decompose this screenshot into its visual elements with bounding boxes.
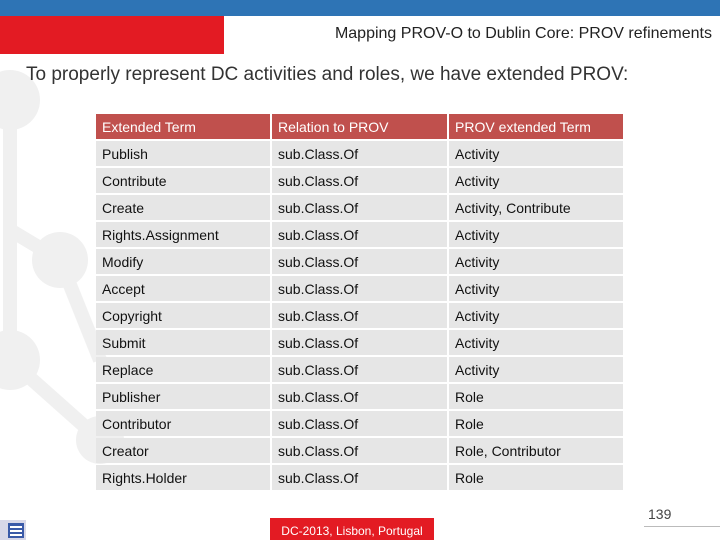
cell-prov-extended-term: Activity, Contribute [449, 195, 623, 220]
cell-relation-to-prov: sub.Class.Of [272, 222, 447, 247]
cell-relation-to-prov: sub.Class.Of [272, 330, 447, 355]
cell-extended-term: Contribute [96, 168, 270, 193]
table-header-row: Extended Term Relation to PROV PROV exte… [96, 114, 623, 139]
table-row: Rights.Holder sub.Class.Of Role [96, 465, 623, 490]
table-row: Replace sub.Class.Of Activity [96, 357, 623, 382]
cell-extended-term: Accept [96, 276, 270, 301]
table-row: Submit sub.Class.Of Activity [96, 330, 623, 355]
table-row: Accept sub.Class.Of Activity [96, 276, 623, 301]
cell-extended-term: Modify [96, 249, 270, 274]
cell-prov-extended-term: Activity [449, 357, 623, 382]
cell-prov-extended-term: Activity [449, 249, 623, 274]
cell-prov-extended-term: Activity [449, 222, 623, 247]
cell-extended-term: Replace [96, 357, 270, 382]
header-relation-to-prov: Relation to PROV [272, 114, 447, 139]
cell-relation-to-prov: sub.Class.Of [272, 168, 447, 193]
header-extended-term: Extended Term [96, 114, 270, 139]
cell-relation-to-prov: sub.Class.Of [272, 384, 447, 409]
cell-prov-extended-term: Activity [449, 303, 623, 328]
table-row: Creator sub.Class.Of Role, Contributor [96, 438, 623, 463]
cell-extended-term: Creator [96, 438, 270, 463]
cell-prov-extended-term: Role [449, 384, 623, 409]
cell-extended-term: Rights.Holder [96, 465, 270, 490]
prov-extension-table: Extended Term Relation to PROV PROV exte… [94, 112, 625, 492]
page-number-rule [644, 526, 720, 527]
page-number: 139 [648, 506, 672, 522]
cell-prov-extended-term: Role, Contributor [449, 438, 623, 463]
cell-extended-term: Submit [96, 330, 270, 355]
cell-extended-term: Publish [96, 141, 270, 166]
cell-prov-extended-term: Activity [449, 141, 623, 166]
table-row: Copyright sub.Class.Of Activity [96, 303, 623, 328]
title-bar-accent [0, 50, 224, 54]
cell-prov-extended-term: Activity [449, 330, 623, 355]
cell-relation-to-prov: sub.Class.Of [272, 438, 447, 463]
cell-extended-term: Create [96, 195, 270, 220]
header-prov-extended-term: PROV extended Term [449, 114, 623, 139]
cell-prov-extended-term: Activity [449, 276, 623, 301]
cell-relation-to-prov: sub.Class.Of [272, 249, 447, 274]
table-row: Publish sub.Class.Of Activity [96, 141, 623, 166]
table-row: Create sub.Class.Of Activity, Contribute [96, 195, 623, 220]
footer-label: DC-2013, Lisbon, Portugal [270, 518, 434, 540]
cell-prov-extended-term: Activity [449, 168, 623, 193]
cell-relation-to-prov: sub.Class.Of [272, 195, 447, 220]
title-panel [224, 16, 720, 50]
table-row: Publisher sub.Class.Of Role [96, 384, 623, 409]
cell-extended-term: Contributor [96, 411, 270, 436]
table-row: Rights.Assignment sub.Class.Of Activity [96, 222, 623, 247]
conference-logo [0, 520, 26, 540]
cell-relation-to-prov: sub.Class.Of [272, 357, 447, 382]
table-row: Contributor sub.Class.Of Role [96, 411, 623, 436]
cell-prov-extended-term: Role [449, 465, 623, 490]
top-accent-bar [0, 0, 720, 16]
table-row: Modify sub.Class.Of Activity [96, 249, 623, 274]
cell-relation-to-prov: sub.Class.Of [272, 411, 447, 436]
cell-prov-extended-term: Role [449, 411, 623, 436]
slide-title: Mapping PROV-O to Dublin Core: PROV refi… [334, 25, 712, 42]
intro-text: To properly represent DC activities and … [26, 64, 629, 85]
cell-extended-term: Rights.Assignment [96, 222, 270, 247]
table-row: Contribute sub.Class.Of Activity [96, 168, 623, 193]
cell-relation-to-prov: sub.Class.Of [272, 303, 447, 328]
cell-relation-to-prov: sub.Class.Of [272, 465, 447, 490]
cell-extended-term: Publisher [96, 384, 270, 409]
cell-extended-term: Copyright [96, 303, 270, 328]
cell-relation-to-prov: sub.Class.Of [272, 141, 447, 166]
cell-relation-to-prov: sub.Class.Of [272, 276, 447, 301]
